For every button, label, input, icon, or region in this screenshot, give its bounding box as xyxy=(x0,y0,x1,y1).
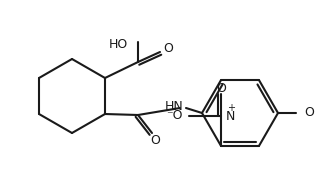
Text: O: O xyxy=(150,133,160,146)
Text: HO: HO xyxy=(108,37,127,50)
Text: +: + xyxy=(227,103,235,113)
Text: ⁻O: ⁻O xyxy=(167,109,183,122)
Text: O: O xyxy=(304,106,314,119)
Text: O: O xyxy=(163,43,173,56)
Text: N: N xyxy=(226,110,235,123)
Text: HN: HN xyxy=(165,99,183,112)
Text: O: O xyxy=(216,82,226,95)
